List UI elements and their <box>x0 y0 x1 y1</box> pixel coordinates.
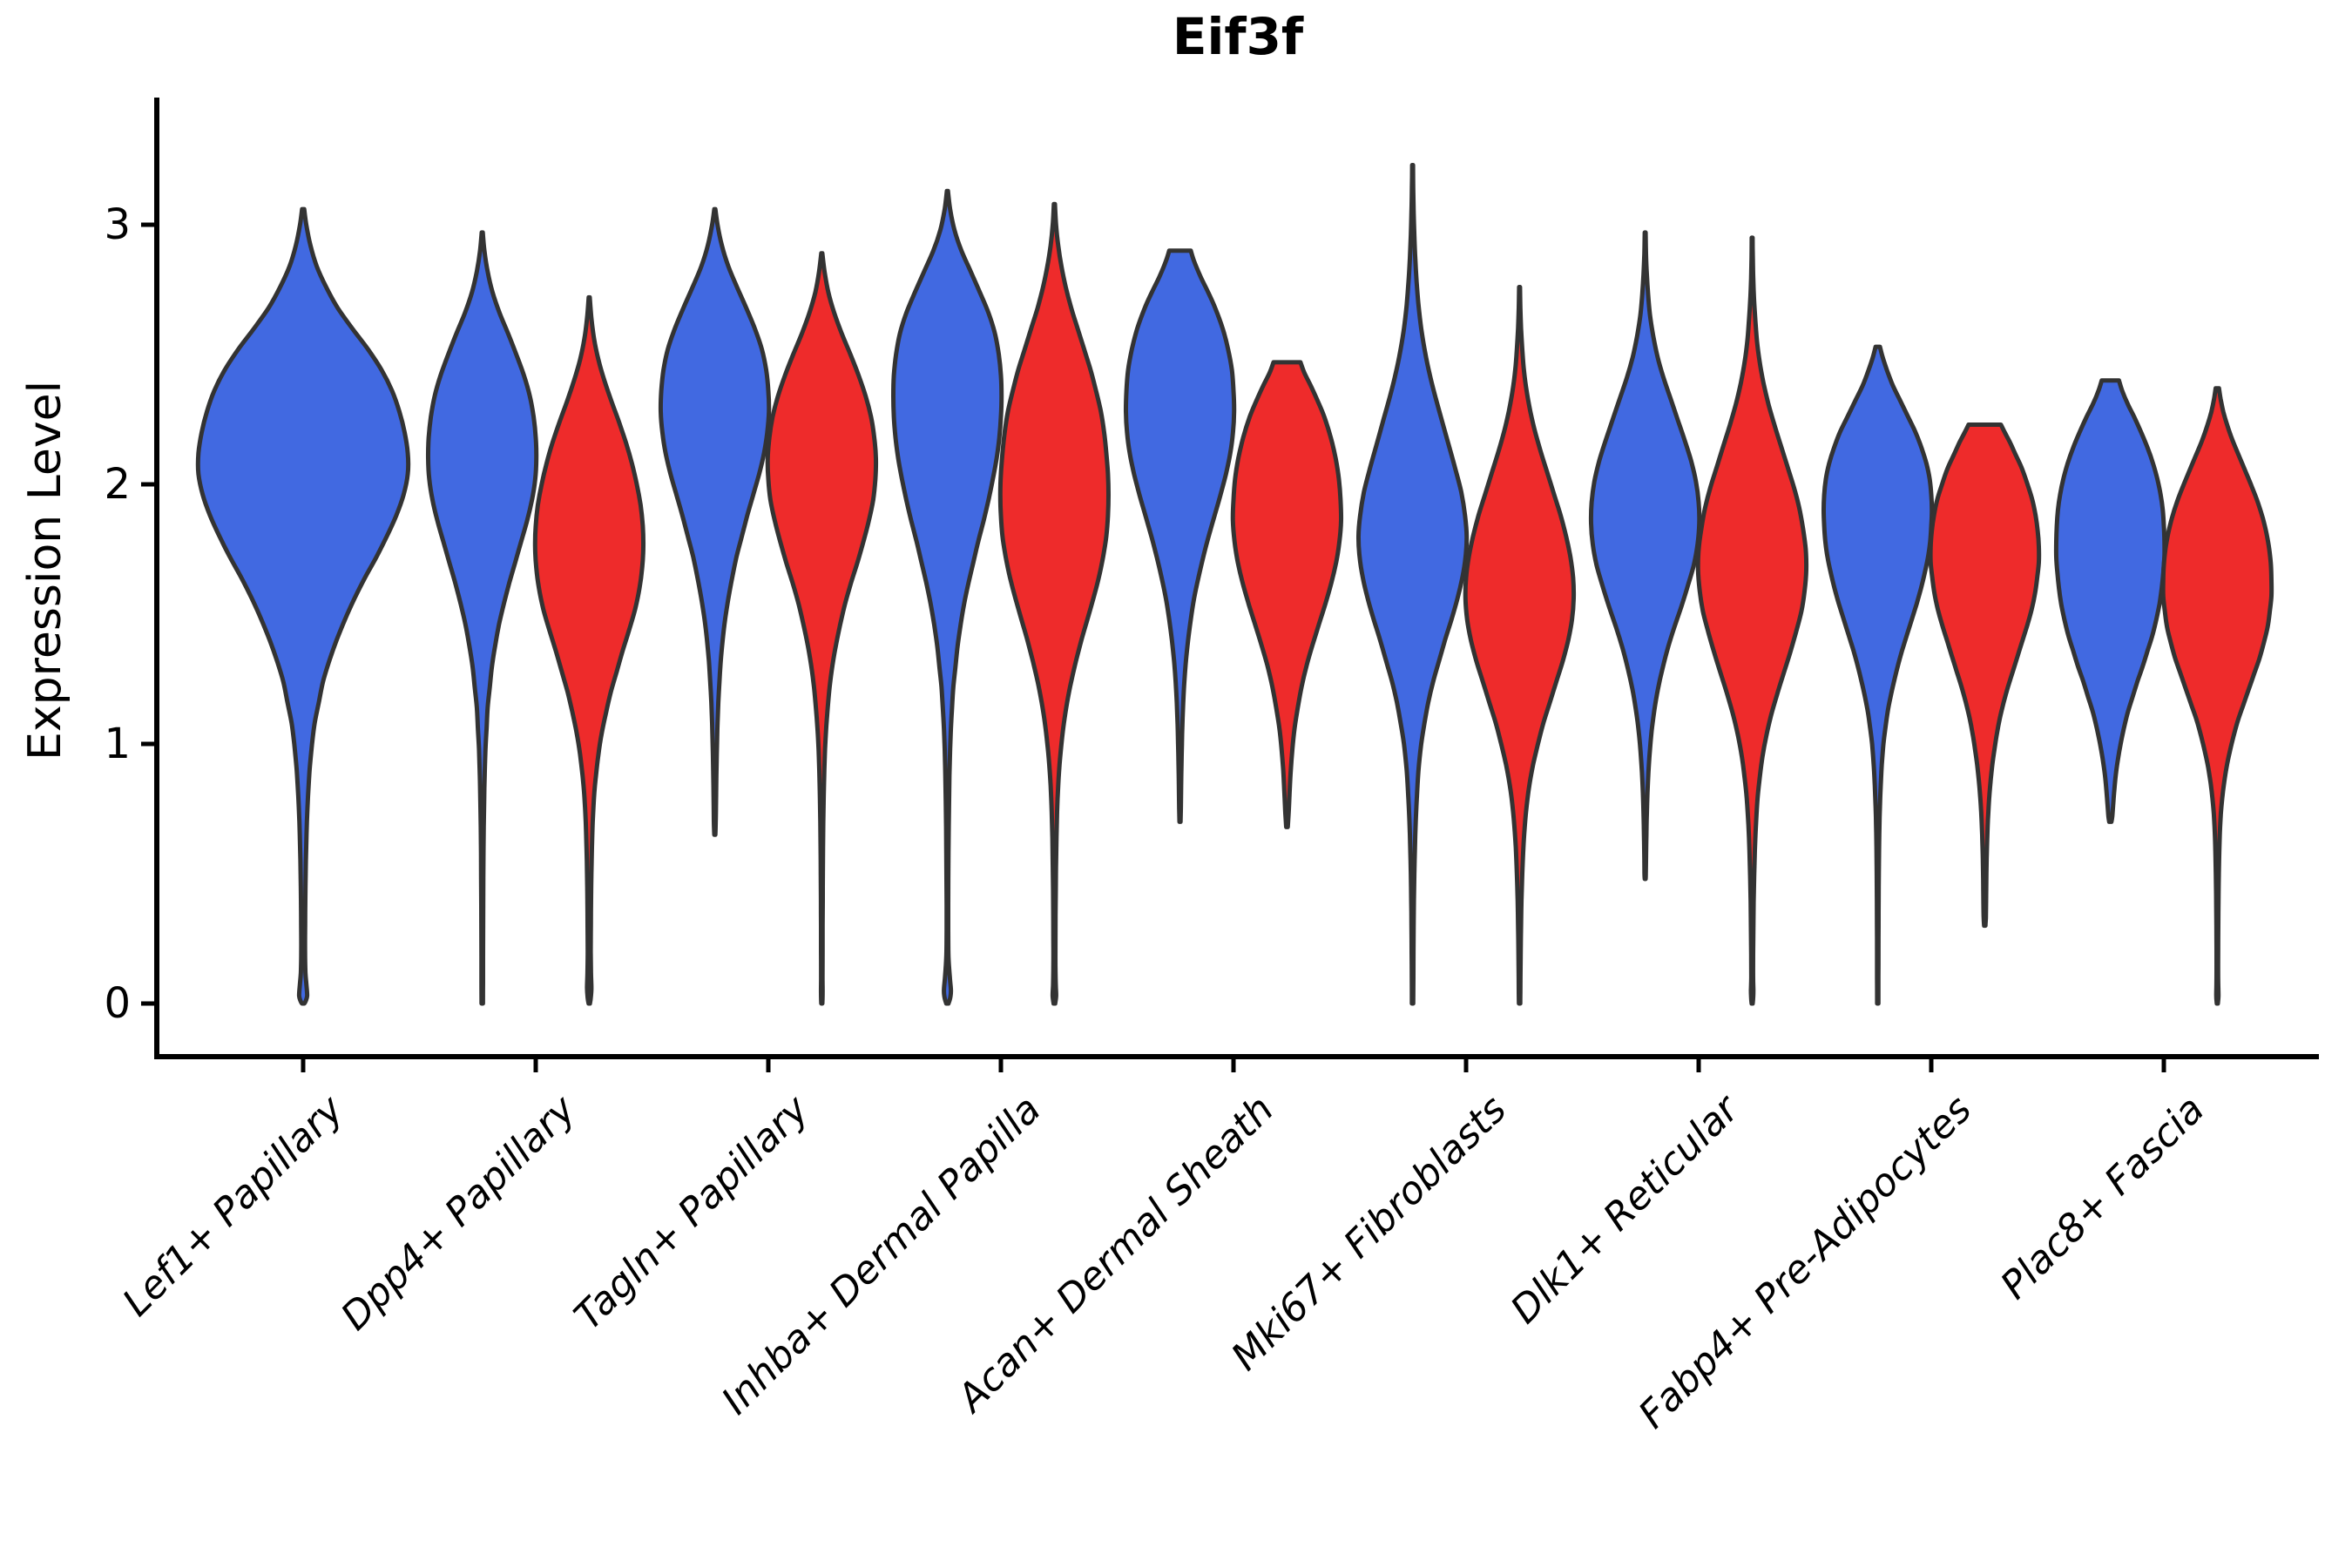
violin-group-blue-cat3 <box>891 188 1004 1006</box>
violin-group-red-cat3 <box>997 201 1111 1006</box>
violin-group-blue-cat0 <box>195 206 411 1006</box>
violin-group-blue-cat1 <box>425 230 539 1006</box>
violin-group-red-cat7 <box>1928 422 2042 929</box>
violin-group-red-cat2 <box>765 251 879 1006</box>
y-tick-label-2: 2 <box>104 460 131 509</box>
y-tick-label-3: 3 <box>104 200 131 249</box>
violin-group-blue-cat8 <box>2053 378 2167 824</box>
violin-group-blue-cat2 <box>658 206 772 837</box>
chart-title: Eif3f <box>1172 7 1304 66</box>
violin-group-blue-cat5 <box>1355 163 1470 1006</box>
violin-group-blue-cat6 <box>1588 230 1702 882</box>
y-tick-label-1: 1 <box>104 720 131 768</box>
violin-group-red-cat1 <box>532 294 646 1006</box>
violin-group-blue-cat4 <box>1123 248 1237 824</box>
y-axis-label: Expression Level <box>19 380 71 761</box>
violin-group-red-cat4 <box>1230 360 1344 829</box>
violin-group-red-cat5 <box>1463 285 1577 1006</box>
y-tick-label-0: 0 <box>104 979 131 1028</box>
violin-group-red-cat6 <box>1695 235 1809 1006</box>
violin-group-red-cat8 <box>2160 386 2274 1006</box>
violin-group-blue-cat7 <box>1821 344 1935 1006</box>
